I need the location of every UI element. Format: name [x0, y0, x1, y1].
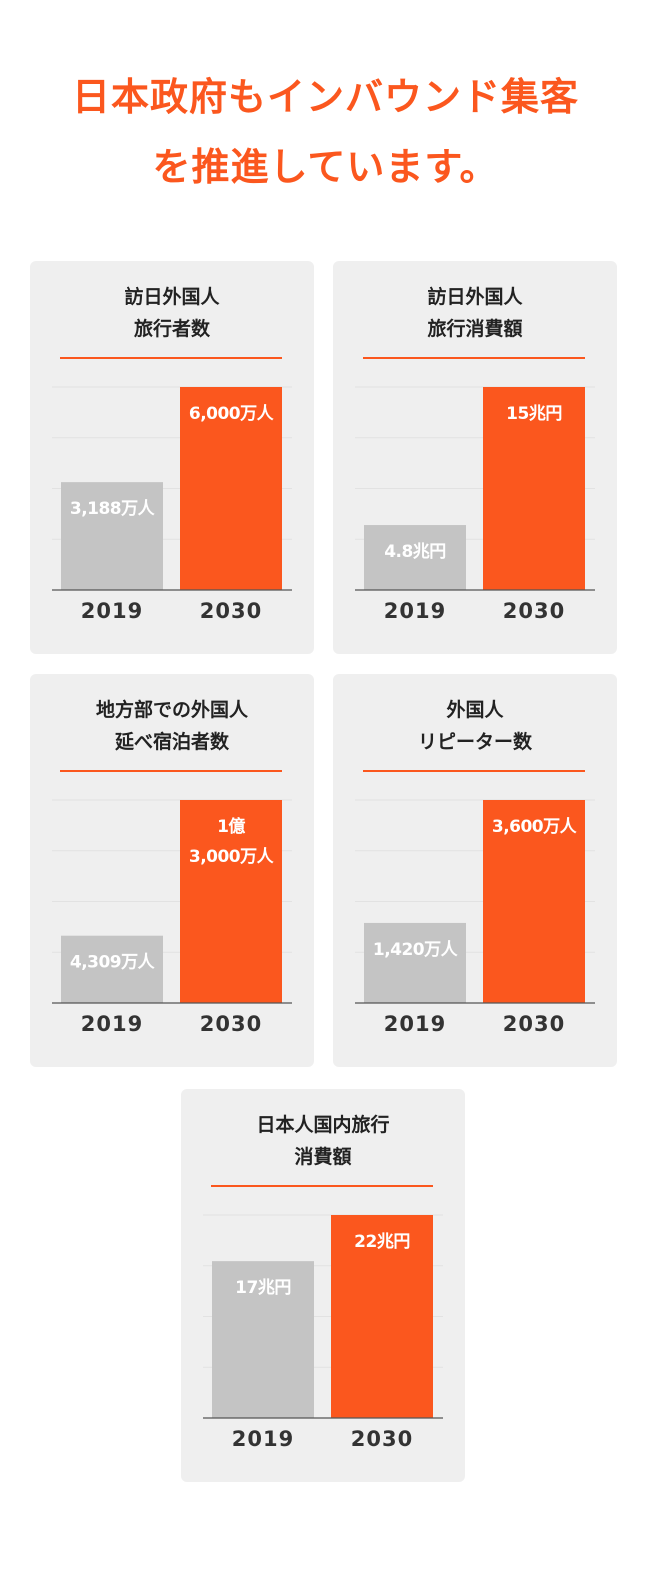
x-tick-label: 2019: [384, 1012, 446, 1036]
bar-2019: [61, 935, 163, 1003]
title-underline: [60, 770, 282, 772]
bar-value-label: 6,000万人: [189, 404, 275, 424]
bar-value-label: 1,420万人: [373, 940, 459, 960]
chart-svg: 3,188万人 2019 6,000万人 2030: [52, 386, 292, 623]
x-tick-label: 2019: [81, 599, 143, 623]
title-underline: [60, 357, 282, 359]
bar-value-label: 4.8兆円: [384, 542, 446, 562]
x-tick-label: 2030: [503, 1012, 565, 1036]
x-tick-label: 2030: [200, 1012, 262, 1036]
x-tick-label: 2019: [384, 599, 446, 623]
chart-title-line-2: 延べ宿泊者数: [114, 731, 229, 753]
chart-card-repeat-visitors: 外国人 リピーター数 1,420万人 2019 3,600万人 2030: [333, 674, 617, 1067]
chart-svg: 17兆円 2019 22兆円 2030: [203, 1214, 443, 1451]
chart-title-line-1: 訪日外国人: [124, 286, 220, 308]
chart-card-inbound-visitors: 訪日外国人 旅行者数 3,188万人 2019 6,000万人 2030: [30, 261, 314, 654]
chart-card-inbound-spending: 訪日外国人 旅行消費額 4.8兆円 2019 15兆円 2030: [333, 261, 617, 654]
chart-card-domestic-spending: 日本人国内旅行 消費額 17兆円 2019 22兆円 2030: [181, 1089, 465, 1482]
page-headline: 日本政府もインバウンド集客 を推進しています。: [0, 62, 651, 202]
headline-line-1: 日本政府もインバウンド集客: [71, 75, 579, 119]
bar-value-label: 22兆円: [354, 1232, 410, 1252]
headline-line-2: を推進しています。: [152, 145, 499, 189]
bar-value-label: 1億: [217, 816, 245, 837]
bar-value-label: 3,188万人: [70, 499, 156, 519]
chart-title-line-1: 外国人: [446, 699, 504, 721]
bar-2030: [483, 800, 585, 1003]
x-tick-label: 2019: [81, 1012, 143, 1036]
bar-2019: [364, 922, 466, 1003]
chart-title-line-1: 訪日外国人: [427, 286, 523, 308]
bar-value-label: 3,600万人: [492, 817, 578, 837]
chart-svg: 4.8兆円 2019 15兆円 2030: [355, 386, 595, 623]
bar-2019: [61, 482, 163, 590]
x-tick-label: 2030: [200, 599, 262, 623]
chart-title-line-2: 消費額: [294, 1146, 352, 1168]
chart-title: 訪日外国人 旅行消費額: [333, 281, 617, 345]
bar-2030: [483, 387, 585, 590]
title-underline: [363, 357, 585, 359]
chart-title: 訪日外国人 旅行者数: [30, 281, 314, 345]
x-tick-label: 2030: [503, 599, 565, 623]
bar-value-label: 3,000万人: [189, 847, 275, 867]
bar-value-label: 4,309万人: [70, 953, 156, 973]
chart-title-line-1: 地方部での外国人: [95, 699, 248, 721]
chart-svg: 4,309万人 2019 1億 3,000万人 2030: [52, 799, 292, 1036]
bar-2019: [364, 525, 466, 590]
bar-2030: [180, 800, 282, 1003]
chart-title-line-1: 日本人国内旅行: [256, 1114, 390, 1136]
chart-title-line-2: 旅行消費額: [427, 318, 523, 340]
chart-title: 外国人 リピーター数: [333, 694, 617, 758]
bar-value-label: 17兆円: [235, 1278, 291, 1298]
title-underline: [363, 770, 585, 772]
x-tick-label: 2030: [351, 1427, 413, 1451]
bar-2019: [212, 1261, 314, 1418]
x-tick-label: 2019: [232, 1427, 294, 1451]
title-underline: [211, 1185, 433, 1187]
chart-title-line-2: リピーター数: [417, 731, 532, 753]
chart-title: 日本人国内旅行 消費額: [181, 1109, 465, 1173]
chart-svg: 1,420万人 2019 3,600万人 2030: [355, 799, 595, 1036]
bar-2030: [331, 1215, 433, 1418]
chart-title-line-2: 旅行者数: [133, 318, 210, 340]
bar-value-label: 15兆円: [506, 404, 562, 424]
chart-title: 地方部での外国人 延べ宿泊者数: [30, 694, 314, 758]
bar-2030: [180, 387, 282, 590]
chart-card-regional-stays: 地方部での外国人 延べ宿泊者数 4,309万人 2019 1億 3,000万人 2030: [30, 674, 314, 1067]
